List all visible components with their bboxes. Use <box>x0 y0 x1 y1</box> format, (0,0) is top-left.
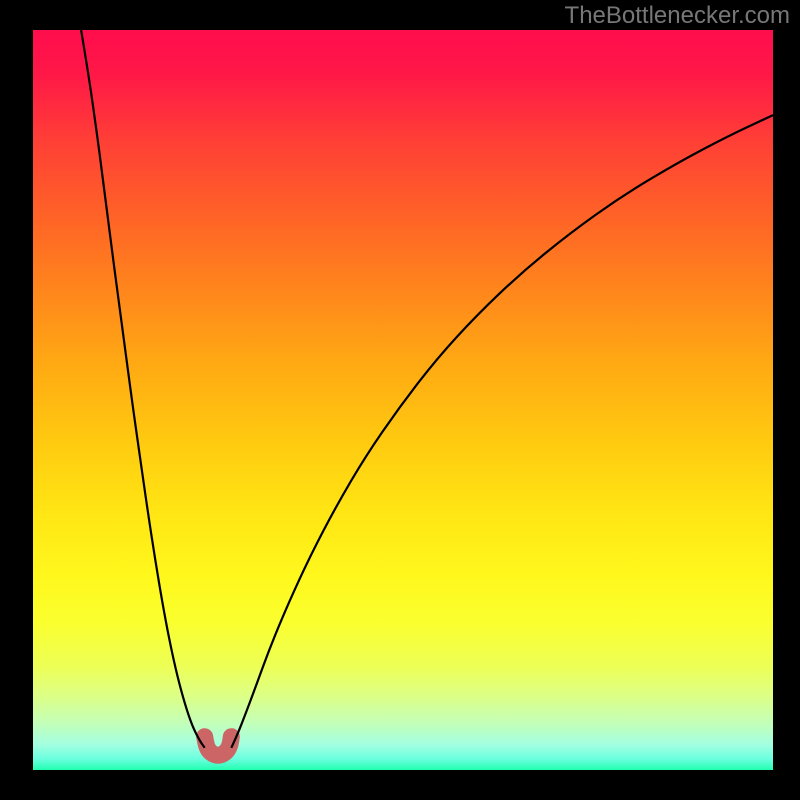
gradient-background <box>33 30 773 770</box>
chart-svg <box>33 30 773 770</box>
watermark-text: TheBottlenecker.com <box>565 2 790 30</box>
chart-plot-area <box>33 30 773 770</box>
chart-container: { "watermark": { "text": "TheBottlenecke… <box>0 0 800 800</box>
